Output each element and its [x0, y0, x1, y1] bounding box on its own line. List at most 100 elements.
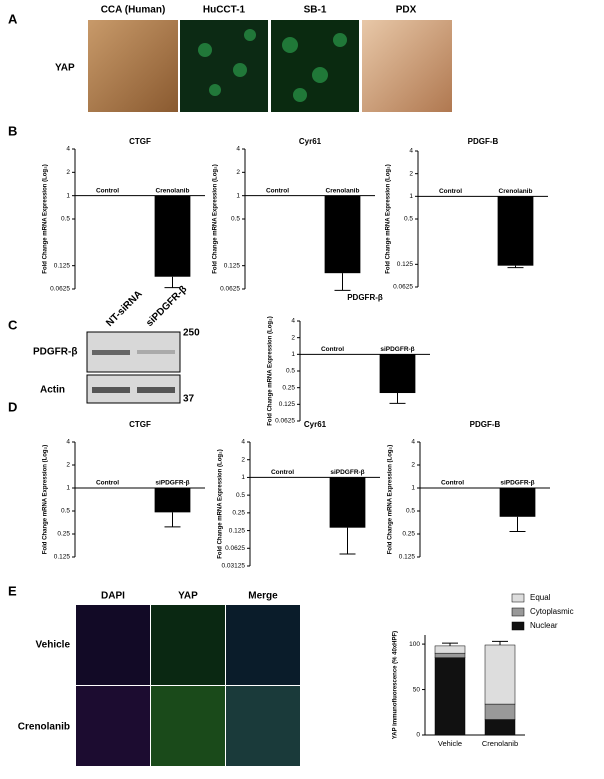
row-label: YAP [55, 63, 75, 74]
legend-swatch [511, 593, 525, 603]
y-axis-label: Fold Change mRNA Expression (Log₂) [386, 164, 392, 273]
error-bar [389, 393, 406, 404]
bar-segment [484, 719, 516, 736]
y-tick-label: 0.5 [404, 216, 413, 223]
chart-title: PDGFR-β [347, 293, 383, 302]
micrograph [76, 686, 150, 766]
y-axis-label: Fold Change mRNA Expression (Log₂) [213, 164, 219, 273]
y-tick-label: 0.5 [286, 368, 295, 375]
y-axis-label: Fold Change mRNA Expression (Log₂) [43, 164, 49, 273]
band [92, 387, 130, 393]
y-tick-label: 0.5 [236, 492, 245, 499]
y-tick-label: 2 [291, 334, 295, 341]
bar [329, 477, 366, 528]
row-label: Crenolanib [18, 722, 70, 733]
y-tick-label: 1 [236, 192, 240, 199]
category-label: siPDGFR-β [500, 480, 534, 487]
y-tick-label: 4 [411, 439, 415, 446]
y-tick-label: 1 [411, 485, 415, 492]
error-bar [334, 273, 351, 291]
error-bar [164, 512, 181, 528]
micrograph [88, 20, 178, 112]
error-bar [442, 642, 458, 646]
y-tick-label: 2 [66, 169, 70, 176]
column-label: Merge [248, 591, 278, 602]
row-label: Actin [40, 385, 65, 396]
y-tick-label: 4 [236, 146, 240, 153]
row-label: Vehicle [36, 640, 71, 651]
y-tick-label: 2 [241, 456, 245, 463]
y-tick-label: 50 [413, 686, 421, 693]
chart-title: PDGF-B [470, 420, 501, 429]
column-label: HuCCT-1 [203, 5, 246, 16]
y-tick-label: 0.125 [224, 262, 241, 269]
bar-segment [434, 657, 466, 736]
row-label: PDGFR-β [33, 347, 77, 358]
bar-segment [434, 645, 466, 654]
y-tick-label: 0.125 [54, 262, 71, 269]
cells [198, 29, 347, 102]
bar [154, 195, 191, 277]
legend-swatch [511, 607, 525, 617]
category-label: Control [439, 188, 462, 195]
y-tick-label: 0.125 [399, 554, 416, 561]
bar-segment [434, 652, 466, 658]
marker-label: 37 [183, 394, 195, 405]
y-tick-label: 0.25 [57, 531, 70, 538]
y-tick-label: 0.25 [232, 510, 245, 517]
category-label: Control [441, 480, 464, 487]
legend-label: Cytoplasmic [530, 607, 574, 616]
y-tick-label: 4 [291, 318, 295, 325]
error-bar [164, 276, 181, 289]
bar [499, 488, 536, 517]
y-tick-label: 1 [66, 192, 70, 199]
micrograph [362, 20, 452, 112]
column-label: YAP [178, 591, 198, 602]
band [137, 387, 175, 393]
micrograph [226, 605, 300, 685]
y-tick-label: 0.0625 [393, 284, 413, 291]
y-tick-label: 0.125 [54, 554, 71, 561]
y-tick-label: 0.5 [231, 216, 240, 223]
error-bar [509, 516, 526, 532]
y-tick-label: 4 [241, 439, 245, 446]
marker-label: 250 [183, 328, 200, 339]
panel-label: D [8, 399, 17, 414]
x-tick-label: Vehicle [438, 739, 462, 748]
y-tick-label: 0.0625 [220, 286, 240, 293]
y-tick-label: 2 [66, 462, 70, 469]
y-tick-label: 100 [409, 641, 420, 648]
y-tick-label: 2 [236, 169, 240, 176]
column-label: SB-1 [304, 5, 327, 16]
band [92, 350, 130, 355]
chart-title: PDGF-B [468, 137, 499, 146]
category-label: siPDGFR-β [380, 346, 414, 353]
y-axis-label: Fold Change mRNA Expression (Log₂) [218, 449, 224, 558]
y-tick-label: 0.25 [402, 531, 415, 538]
panel-label: C [8, 317, 18, 332]
y-tick-label: 1 [409, 193, 413, 200]
error-bar [507, 265, 524, 269]
y-tick-label: 0.125 [397, 261, 414, 268]
y-tick-label: 0.0625 [275, 418, 295, 425]
error-bar [492, 640, 508, 645]
category-label: Crenolanib [499, 188, 533, 195]
bar [324, 195, 361, 274]
micrograph [151, 605, 225, 685]
bar [497, 196, 534, 266]
panel-label: B [8, 123, 17, 138]
y-tick-label: 0.25 [282, 384, 295, 391]
bar [154, 488, 191, 513]
chart-title: CTGF [129, 420, 151, 429]
lane-label: NT-siRNA [104, 289, 144, 329]
band [137, 350, 175, 354]
category-label: Control [321, 346, 344, 353]
y-tick-label: 0.03125 [222, 563, 246, 570]
y-tick-label: 0.5 [61, 216, 70, 223]
y-tick-label: 0.125 [279, 401, 296, 408]
y-tick-label: 2 [411, 462, 415, 469]
chart-title: CTGF [129, 137, 151, 146]
y-tick-label: 0.0625 [225, 545, 245, 552]
